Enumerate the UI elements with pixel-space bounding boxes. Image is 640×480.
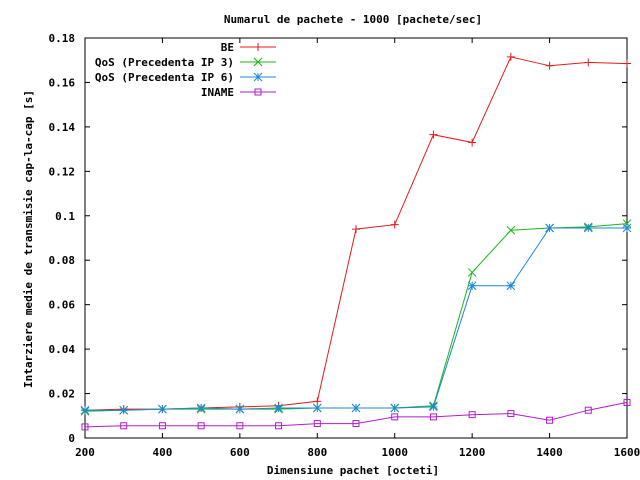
data-point [80,405,90,415]
data-point [506,281,516,291]
legend-marker [253,72,263,82]
data-point [584,58,593,67]
data-point [313,420,321,428]
data-point [119,405,129,415]
legend-item: BE [221,41,276,54]
x-tick-label: 200 [75,446,95,459]
series-line [85,227,627,411]
data-point [274,403,283,413]
series-2 [80,219,632,416]
data-point [622,219,632,228]
data-point [545,223,554,233]
data-point [467,268,477,277]
data-point [545,61,554,70]
y-tick-label: 0 [68,432,75,445]
series-1 [81,52,631,415]
x-tick-label: 1000 [381,446,408,459]
data-point [506,52,515,61]
data-point [584,406,592,414]
y-tick-label: 0.02 [49,388,76,401]
series-line [84,401,628,428]
data-point [352,225,360,234]
legend-marker [254,88,262,96]
data-point [429,402,438,412]
data-point [546,416,554,424]
legend-label: QoS (Precedenta IP 6) [95,71,234,84]
legend-label: BE [221,41,234,54]
legend-item: QoS (Precedenta IP 6) [95,71,276,84]
legend-label: INAME [201,86,234,99]
data-point [506,225,516,235]
data-point [507,410,515,418]
y-tick-label: 0.18 [49,32,76,45]
data-point [468,411,476,419]
data-point [391,413,399,421]
y-tick-label: 0.1 [55,210,75,223]
y-tick-label: 0.06 [49,299,76,312]
series-line [84,223,628,412]
data-point [468,138,477,147]
x-tick-label: 1400 [536,446,563,459]
data-point [467,281,477,291]
y-tick-label: 0.04 [49,343,76,356]
y-tick-label: 0.14 [49,121,76,134]
legend-marker [254,43,262,51]
x-tick-label: 400 [152,446,172,459]
data-point [81,423,89,431]
x-tick-label: 800 [307,446,327,459]
series-layer [80,52,632,431]
axes: 200 400 600 800 1000 1200 1400 1600 0 0.02 0.04 0.0… [49,32,640,459]
data-point [390,220,399,229]
data-point [312,403,322,413]
data-point [429,413,437,421]
data-point [275,422,283,430]
y-tick-label: 0.16 [49,76,76,89]
data-point [196,403,206,413]
data-point [120,422,128,430]
data-point [352,420,360,428]
y-tick-label: 0.12 [49,165,76,178]
data-point [623,398,631,406]
series-4 [81,398,631,431]
data-point [623,59,631,68]
legend-marker [253,57,263,67]
data-point [622,223,632,233]
x-tick-label: 600 [230,446,250,459]
data-point [197,422,205,430]
data-point [158,422,166,430]
data-point [313,397,322,406]
x-tick-label: 1600 [614,446,640,459]
data-point [236,422,244,430]
data-point [235,404,245,414]
chart-title: Numarul de pachete - 1000 [pachete/sec] [224,13,482,26]
series-3 [80,223,632,415]
y-axis-label: Intarziere medie de transmisie cap-la-ca… [22,90,35,388]
legend: BE QoS (Precedenta IP 3) QoS (Precedenta I… [95,41,276,99]
legend-item: INAME [201,86,276,99]
data-point [583,223,593,233]
data-point [351,403,361,413]
data-point [158,404,167,414]
legend-label: QoS (Precedenta IP 3) [95,56,234,69]
data-point [390,403,400,413]
y-tick-label: 0.08 [49,254,76,267]
x-tick-label: 1200 [459,446,486,459]
legend-item: QoS (Precedenta IP 3) [95,56,276,69]
plot-frame [84,37,628,439]
x-axis-label: Dimensiune pachet [octeti] [267,464,439,477]
data-point [429,130,438,139]
